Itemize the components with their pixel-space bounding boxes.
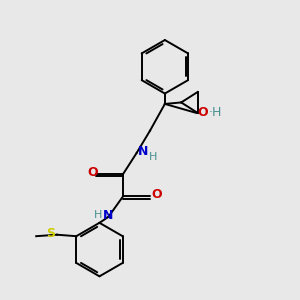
Text: H: H xyxy=(94,210,102,220)
Text: N: N xyxy=(138,145,148,158)
Text: O: O xyxy=(198,106,208,119)
Text: H: H xyxy=(148,152,157,161)
Text: S: S xyxy=(46,227,56,240)
Text: ·H: ·H xyxy=(208,106,222,119)
Text: N: N xyxy=(102,209,113,222)
Text: O: O xyxy=(152,188,162,201)
Text: O: O xyxy=(87,166,98,179)
